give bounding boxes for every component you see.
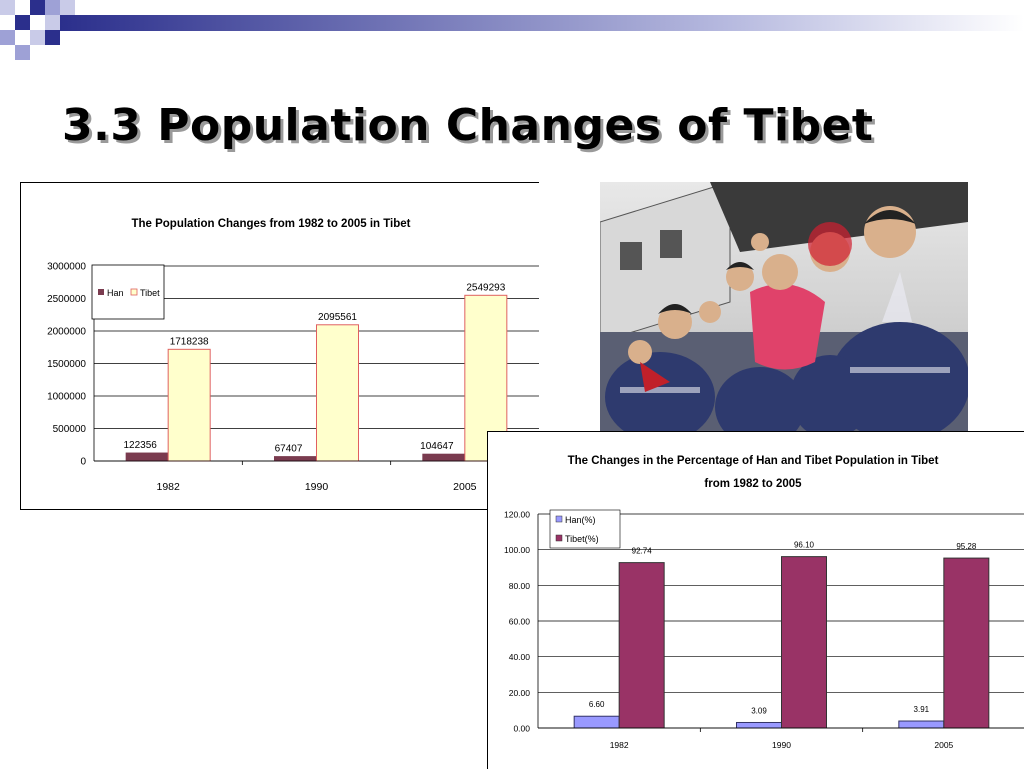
- y-tick-label: 1500000: [47, 359, 86, 370]
- y-tick-label: 60.00: [509, 617, 531, 627]
- data-label: 92.74: [632, 547, 653, 556]
- percentage-chart-svg: The Changes in the Percentage of Han and…: [504, 455, 1024, 750]
- y-tick-label: 0.00: [513, 724, 530, 734]
- legend-label-tibet: Tibet(%): [565, 534, 599, 544]
- deco-square: [60, 0, 75, 15]
- bar-han-1990: [274, 456, 317, 462]
- y-tick-label: 80.00: [509, 581, 531, 591]
- legend-label-tibet: Tibet: [140, 288, 160, 298]
- data-label: 122356: [123, 440, 157, 451]
- bar-han-2005: [898, 720, 945, 729]
- deco-square: [30, 0, 45, 15]
- chart-title-line2: from 1982 to 2005: [704, 478, 802, 490]
- data-label: 104647: [420, 441, 454, 452]
- data-label: 1718238: [170, 336, 209, 347]
- legend-swatch-tibet: [130, 288, 138, 296]
- bar-han-1982: [573, 715, 620, 729]
- data-label: 6.60: [589, 700, 605, 709]
- chart-title: The Population Changes from 1982 to 2005…: [131, 218, 410, 230]
- y-tick-label: 1000000: [47, 392, 86, 403]
- deco-square: [15, 45, 30, 60]
- x-tick-label: 2005: [934, 740, 953, 750]
- header-gradient-bar: [60, 15, 1024, 31]
- bar-han-1982: [125, 452, 169, 462]
- data-label: 3.91: [914, 705, 930, 714]
- bar-tibet-1982: [618, 562, 665, 729]
- chart-legend: Han(%) Tibet(%): [549, 509, 621, 549]
- data-label: 2095561: [318, 312, 357, 323]
- deco-square: [0, 30, 15, 45]
- y-tick-label: 500000: [53, 424, 87, 435]
- population-chart-svg: The Population Changes from 1982 to 2005…: [47, 218, 539, 493]
- deco-square: [45, 15, 60, 30]
- deco-square: [45, 0, 60, 15]
- y-tick-label: 120.00: [504, 510, 530, 520]
- bar-tibet-2005: [943, 557, 990, 729]
- children-photo: [600, 182, 968, 432]
- x-tick-label: 1990: [305, 481, 329, 493]
- y-tick-label: 3000000: [47, 262, 86, 273]
- header-decoration: [0, 0, 1024, 60]
- percentage-chart: The Changes in the Percentage of Han and…: [487, 431, 1024, 769]
- legend-swatch-han: [98, 289, 104, 295]
- x-tick-label: 1982: [156, 481, 180, 493]
- deco-square: [45, 30, 60, 45]
- y-tick-label: 0: [80, 457, 86, 468]
- chart-title-line1: The Changes in the Percentage of Han and…: [568, 455, 939, 467]
- bar-han-2005: [422, 453, 466, 462]
- legend-label-han: Han: [107, 288, 124, 298]
- y-tick-label: 2000000: [47, 327, 86, 338]
- legend-swatch-tibet: [555, 534, 563, 542]
- data-label: 3.09: [751, 706, 767, 715]
- data-label: 2549293: [466, 282, 505, 293]
- x-tick-label: 2005: [453, 481, 477, 493]
- legend-swatch-han: [555, 515, 563, 523]
- data-label: 96.10: [794, 541, 815, 550]
- y-tick-label: 100.00: [504, 545, 530, 555]
- x-tick-label: 1982: [610, 740, 629, 750]
- data-label: 95.28: [956, 542, 977, 551]
- deco-square: [15, 15, 30, 30]
- y-tick-label: 20.00: [509, 688, 531, 698]
- x-tick-label: 1990: [772, 740, 791, 750]
- population-chart: The Population Changes from 1982 to 2005…: [20, 182, 539, 510]
- bar-tibet-1990: [316, 324, 359, 462]
- slide-title: 3.3 Population Changes of Tibet: [62, 100, 874, 151]
- data-label: 67407: [275, 444, 303, 455]
- bar-tibet-1982: [167, 348, 211, 462]
- y-tick-label: 2500000: [47, 294, 86, 305]
- deco-square: [30, 30, 45, 45]
- y-tick-label: 40.00: [509, 652, 531, 662]
- bar-han-1990: [736, 721, 782, 729]
- legend-label-han: Han(%): [565, 515, 596, 525]
- deco-square: [0, 0, 15, 15]
- bar-tibet-1990: [781, 556, 827, 729]
- chart-legend: Han Tibet: [91, 264, 165, 320]
